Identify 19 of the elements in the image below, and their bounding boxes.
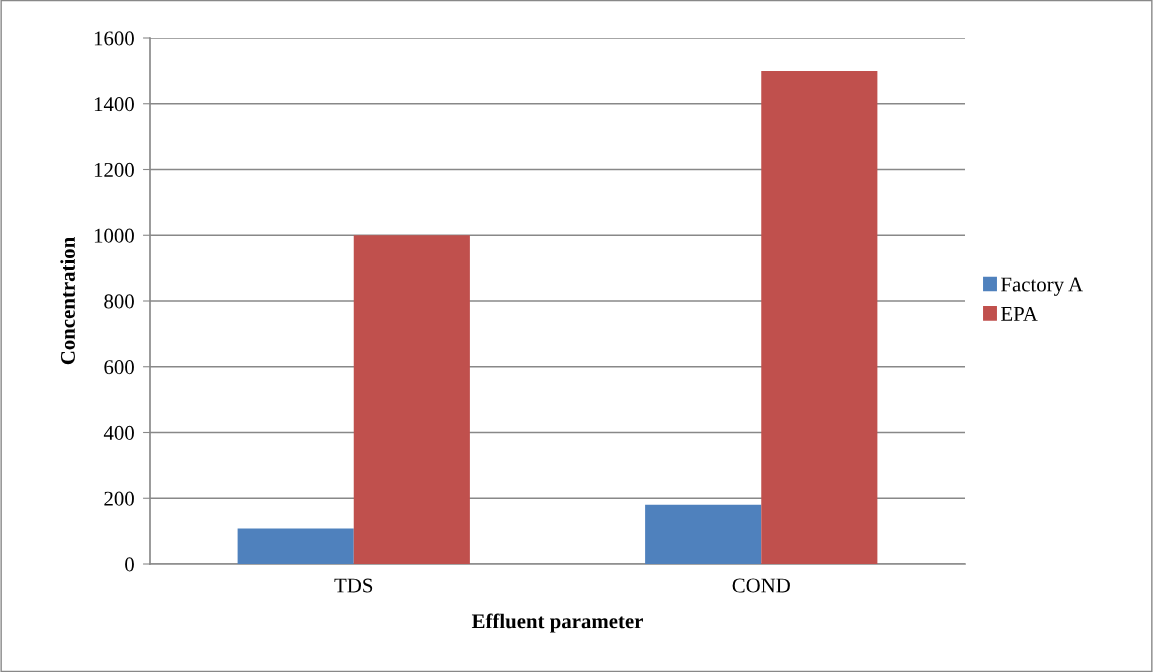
bar <box>761 70 878 564</box>
x-tick-label: TDS <box>334 578 373 593</box>
y-tick-label: 800 <box>104 294 134 309</box>
y-tick-label: 0 <box>125 557 134 572</box>
y-tick-label: 200 <box>104 491 134 506</box>
x-tick-label: COND <box>732 578 790 593</box>
y-tick-label: 1000 <box>94 228 134 243</box>
bar <box>353 235 470 564</box>
y-tick-label: 1600 <box>94 31 134 46</box>
y-tick-label: 1400 <box>94 97 134 112</box>
legend-label: Factory A <box>1001 277 1084 296</box>
bar <box>645 504 762 564</box>
y-axis-title: Concentration <box>60 237 75 365</box>
y-tick-label: 1200 <box>94 162 134 177</box>
legend-label: EPA <box>1001 306 1038 321</box>
bar <box>237 528 354 564</box>
x-axis-title: Effluent parameter <box>471 613 643 633</box>
y-tick-label: 400 <box>103 425 134 440</box>
y-tick-label: 600 <box>104 360 134 375</box>
